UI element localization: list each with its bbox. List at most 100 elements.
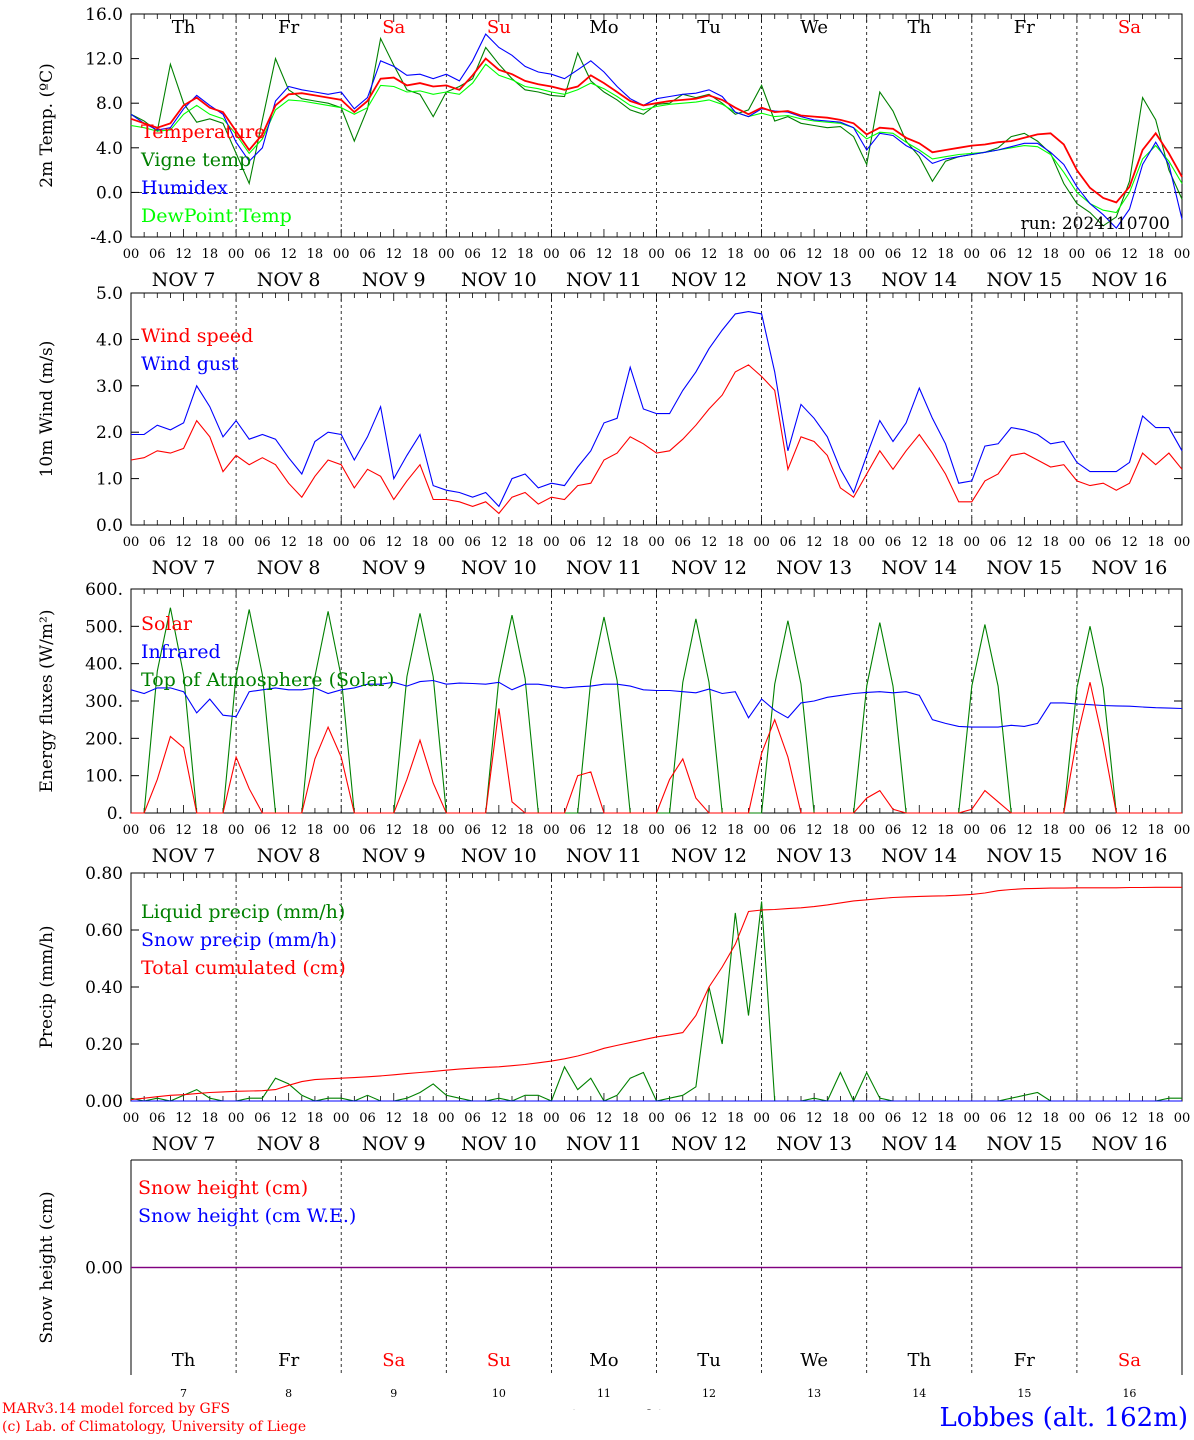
- wind-series-line: [130, 364, 1183, 515]
- temperature-day-label: NOV 14: [881, 269, 957, 291]
- snow-weekday-label: Mo: [589, 1350, 618, 1371]
- temperature-y-tick-label: 8.0: [96, 94, 123, 114]
- energy-day-label: NOV 13: [776, 845, 852, 867]
- snow-day-number: 13: [807, 1387, 821, 1400]
- snow-day-number: 9: [390, 1387, 397, 1400]
- temperature-weekday-label: We: [800, 17, 828, 38]
- precip-day-label: NOV 15: [986, 1133, 1062, 1155]
- energy-hour-label: 12: [1016, 823, 1033, 838]
- wind-y-tick-label: 2.0: [96, 423, 123, 443]
- temperature-weekday-label: Th: [172, 17, 196, 38]
- energy-day-label: NOV 9: [362, 845, 426, 867]
- precip-hour-label: 18: [937, 1111, 954, 1126]
- energy-day-label: NOV 10: [461, 845, 537, 867]
- energy-hour-label: 06: [149, 823, 166, 838]
- temperature-hour-label: 06: [254, 247, 271, 262]
- temperature-legend-entry: DewPoint Temp: [141, 205, 292, 227]
- temperature-hour-label: 06: [675, 247, 692, 262]
- energy-hour-label: 18: [1147, 823, 1164, 838]
- temperature-weekday-label: Sa: [1118, 17, 1141, 38]
- temperature-hour-label: 18: [727, 247, 744, 262]
- snow-day-number: 11: [597, 1387, 611, 1400]
- temperature-day-label: NOV 15: [986, 269, 1062, 291]
- precip-legend-entry: Snow precip (mm/h): [141, 929, 337, 951]
- temperature-weekday-label: Mo: [589, 17, 618, 38]
- snow-weekday-label: Su: [487, 1350, 511, 1371]
- temperature-y-axis-label: 2m Temp. (ºC): [37, 63, 57, 188]
- wind-hour-label: 06: [885, 535, 902, 550]
- temperature-series-line: [130, 63, 1183, 214]
- temperature-hour-label: 12: [491, 247, 508, 262]
- temperature-weekday-label: Su: [487, 17, 511, 38]
- wind-hour-label: 12: [280, 535, 297, 550]
- temperature-hour-label: 18: [517, 247, 534, 262]
- precip-hour-label: 00: [753, 1111, 770, 1126]
- wind-day-label: NOV 11: [566, 557, 642, 579]
- energy-legend-entry: Solar: [141, 613, 193, 635]
- temperature-hour-label: 12: [175, 247, 192, 262]
- precip-hour-label: 00: [648, 1111, 665, 1126]
- temperature-hour-label: 06: [464, 247, 481, 262]
- precip-hour-label: 12: [280, 1111, 297, 1126]
- snow-day-number: 15: [1017, 1387, 1031, 1400]
- precip-legend-entry: Total cumulated (cm): [141, 957, 346, 979]
- energy-hour-label: 18: [832, 823, 849, 838]
- wind-hour-label: 06: [675, 535, 692, 550]
- temperature-hour-label: 18: [1042, 247, 1059, 262]
- wind-hour-label: 00: [228, 535, 245, 550]
- wind-y-tick-label: 5.0: [96, 284, 123, 304]
- energy-hour-label: 06: [569, 823, 586, 838]
- wind-day-label: NOV 15: [986, 557, 1062, 579]
- wind-hour-label: 12: [911, 535, 928, 550]
- energy-legend-entry: Top of Atmosphere (Solar): [141, 669, 394, 691]
- wind-hour-label: 06: [254, 535, 271, 550]
- temperature-hour-label: 18: [202, 247, 219, 262]
- wind-series-line: [131, 311, 1183, 508]
- energy-y-tick-label: 400.: [85, 655, 123, 675]
- precip-hour-label: 06: [569, 1111, 586, 1126]
- energy-hour-label: 18: [937, 823, 954, 838]
- temperature-series-line: [130, 33, 1183, 229]
- precip-y-tick-label: 0.40: [85, 978, 123, 998]
- temperature-weekday-label: Fr: [278, 17, 299, 38]
- energy-hour-label: 00: [1069, 823, 1086, 838]
- wind-hour-label: 18: [307, 535, 324, 550]
- snow-x-axis-label: Time UTC (GMT+0h): [471, 1407, 666, 1410]
- precip-y-tick-label: 0.20: [85, 1035, 123, 1055]
- temperature-legend-entry: Vigne temp: [140, 149, 251, 171]
- wind-hour-label: 18: [937, 535, 954, 550]
- precip-y-tick-label: 0.80: [85, 864, 123, 884]
- precip-hour-label: 18: [727, 1111, 744, 1126]
- wind-legend-entry: Wind speed: [141, 325, 253, 347]
- energy-day-label: NOV 7: [152, 845, 216, 867]
- energy-hour-label: 12: [385, 823, 402, 838]
- wind-y-tick-label: 0.0: [96, 516, 123, 536]
- temperature-run-label: run: 2024110700: [1021, 214, 1170, 234]
- energy-hour-label: 00: [228, 823, 245, 838]
- wind-hour-label: 00: [648, 535, 665, 550]
- energy-hour-label: 00: [438, 823, 455, 838]
- energy-hour-label: 06: [254, 823, 271, 838]
- precip-y-tick-label: 0.60: [85, 921, 123, 941]
- temperature-series-line: [130, 36, 1183, 227]
- energy-hour-label: 12: [596, 823, 613, 838]
- precip-day-label: NOV 8: [257, 1133, 321, 1155]
- wind-hour-label: 12: [1016, 535, 1033, 550]
- energy-y-tick-label: 0.: [107, 804, 123, 824]
- precip-hour-label: 18: [517, 1111, 534, 1126]
- snow-day-number: 8: [285, 1387, 292, 1400]
- wind-day-label: NOV 14: [881, 557, 957, 579]
- snow-weekday-label: Sa: [382, 1350, 405, 1371]
- energy-hour-label: 06: [990, 823, 1007, 838]
- snow-weekday-label: Tu: [697, 1350, 721, 1371]
- temperature-hour-label: 18: [832, 247, 849, 262]
- energy-hour-label: 18: [517, 823, 534, 838]
- precip-hour-label: 00: [228, 1111, 245, 1126]
- temperature-legend-entry: Humidex: [141, 177, 228, 199]
- wind-hour-label: 06: [359, 535, 376, 550]
- temperature-hour-label: 12: [280, 247, 297, 262]
- precip-hour-label: 06: [464, 1111, 481, 1126]
- precip-hour-label: 18: [622, 1111, 639, 1126]
- temperature-hour-label: 06: [885, 247, 902, 262]
- wind-hour-label: 18: [1147, 535, 1164, 550]
